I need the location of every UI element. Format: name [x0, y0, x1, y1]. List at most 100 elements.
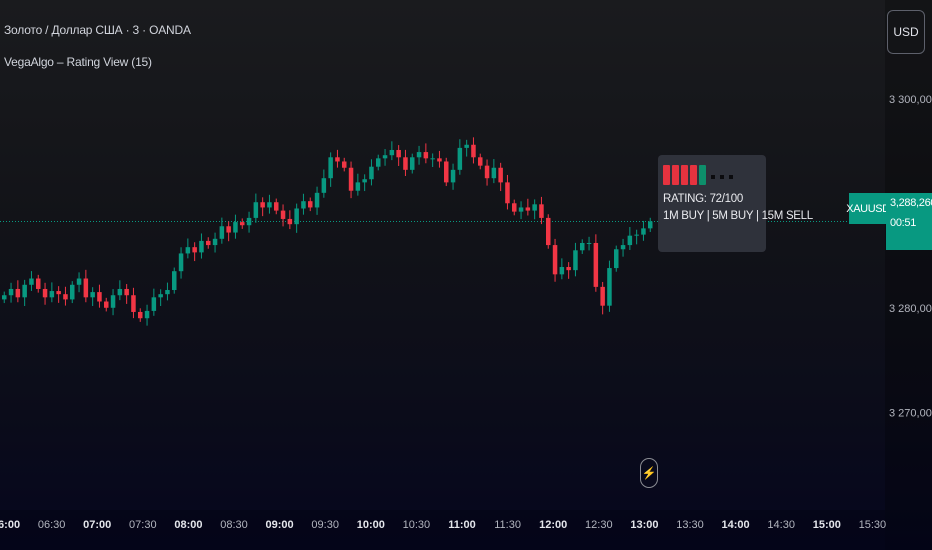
symbol-price-tag: XAUUSD	[846, 193, 890, 224]
x-tick-label: 13:00	[630, 519, 658, 531]
candle-body	[505, 182, 510, 204]
candle-body	[206, 240, 211, 246]
candle-body	[403, 157, 408, 170]
candle-body	[518, 207, 524, 212]
candle-body	[593, 242, 599, 287]
candle-body	[498, 167, 503, 183]
time-axis[interactable]	[0, 510, 885, 550]
candle-body	[144, 310, 150, 319]
price-axis[interactable]	[885, 0, 932, 550]
candle-body	[335, 157, 340, 162]
candle-body	[321, 178, 327, 193]
candle-body	[573, 250, 578, 271]
candle-body	[36, 278, 41, 289]
candle-body	[607, 268, 612, 306]
candle-body	[450, 169, 456, 183]
x-tick-label: 07:30	[129, 519, 157, 531]
candle-body	[586, 242, 592, 244]
candle-body	[301, 201, 306, 209]
candle-body	[328, 157, 333, 179]
candle-body	[83, 278, 89, 298]
candle-body	[580, 242, 585, 251]
candle-body	[376, 158, 381, 167]
current-price-label: 3,288,260 00:51	[886, 193, 932, 250]
x-tick-label: 09:00	[266, 519, 294, 531]
candle-body	[348, 167, 354, 191]
indicator-title[interactable]: VegaAlgo – Rating View (15)	[4, 55, 152, 69]
candle-body	[457, 147, 463, 170]
candle-body	[172, 271, 177, 291]
candle-body	[199, 240, 204, 253]
candle-body	[430, 158, 435, 160]
rating-bar	[690, 165, 697, 185]
candle-body	[90, 292, 95, 298]
candle-body	[8, 288, 14, 296]
rating-bars	[663, 163, 761, 185]
candle-body	[634, 234, 639, 236]
candle-body	[484, 165, 490, 179]
candle-body	[117, 288, 123, 296]
candle-body	[546, 217, 551, 246]
candle-body	[532, 204, 537, 211]
candle-body	[42, 288, 48, 298]
candle-body	[233, 222, 238, 233]
rating-bar	[681, 165, 688, 185]
candle-body	[253, 202, 259, 218]
candle-body	[110, 295, 116, 308]
candle-body	[22, 284, 27, 298]
candle-body	[614, 249, 619, 269]
candle-body	[641, 228, 646, 235]
candle-body	[274, 202, 279, 211]
candle-body	[478, 157, 483, 166]
rating-bar	[699, 165, 706, 185]
x-tick-label: 15:30	[859, 519, 887, 531]
candle-body	[552, 245, 558, 275]
rating-dot	[711, 175, 715, 179]
candle-body	[355, 182, 361, 191]
candle-body	[491, 167, 497, 179]
rating-panel: RATING: 72/100 1M BUY | 5M BUY | 15M SEL…	[658, 155, 813, 252]
candle-body	[240, 222, 245, 226]
candle-body	[342, 161, 347, 168]
candle-body	[396, 149, 401, 158]
currency-button[interactable]: USD	[887, 10, 925, 54]
rating-dot	[720, 175, 724, 179]
candle-body	[512, 203, 517, 212]
candle-body	[314, 192, 320, 208]
candle-body	[294, 208, 299, 225]
candle-body	[471, 144, 476, 158]
signals-text: 1M BUY | 5M BUY | 15M SELL	[663, 210, 813, 222]
candle-body	[539, 204, 544, 218]
candle-body	[260, 202, 265, 208]
candle-body	[444, 161, 449, 183]
flash-icon[interactable]: ⚡	[640, 458, 658, 488]
x-tick-label: 13:30	[676, 519, 704, 531]
x-tick-label: 11:30	[494, 519, 521, 531]
candle-body	[29, 278, 34, 285]
rating-bar	[663, 165, 670, 185]
y-tick-label: 3 300,000	[889, 94, 932, 106]
candle-body	[362, 179, 367, 183]
candle-body	[212, 238, 218, 246]
candle-body	[389, 149, 395, 156]
candle-body	[423, 152, 429, 159]
x-tick-label: 11:00	[448, 519, 476, 531]
candle-body	[2, 295, 7, 300]
x-tick-label: 14:30	[767, 519, 795, 531]
candle-body	[382, 155, 388, 159]
x-tick-label: 08:30	[220, 519, 248, 531]
candle-body	[437, 158, 442, 162]
candle-body	[185, 247, 191, 254]
candle-body	[410, 157, 415, 170]
candle-body	[566, 267, 571, 271]
current-price-value: 3,288,260	[890, 197, 932, 209]
candle-body	[464, 144, 469, 148]
candle-body	[49, 291, 55, 298]
x-tick-label: 12:30	[585, 519, 613, 531]
x-tick-label: 10:30	[403, 519, 431, 531]
x-tick-label: 06:30	[38, 519, 66, 531]
candle-body	[63, 294, 68, 300]
candle-body	[648, 221, 653, 229]
candle-body	[559, 267, 565, 275]
